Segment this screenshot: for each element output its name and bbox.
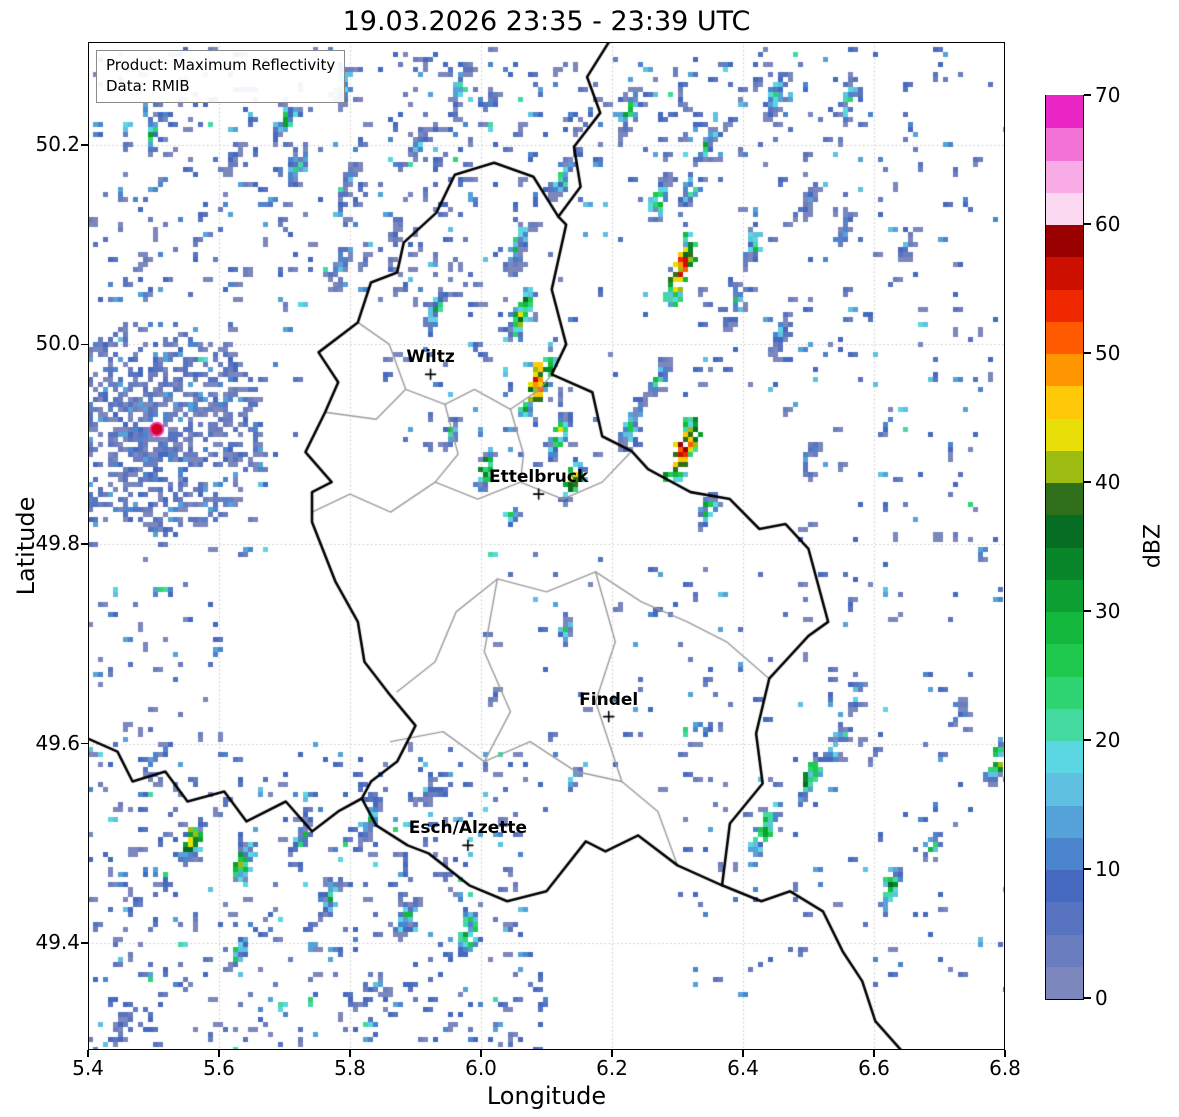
city-label-esch-alzette: Esch/Alzette bbox=[408, 818, 528, 839]
colorbar-segment bbox=[1046, 546, 1083, 580]
x-tick-label: 5.6 bbox=[203, 1056, 235, 1080]
y-tick-label: 50.0 bbox=[35, 331, 80, 356]
colorbar-segment bbox=[1046, 482, 1083, 516]
city-label-findel: Findel bbox=[579, 689, 639, 710]
product-info-box: Product: Maximum Reflectivity Data: RMIB bbox=[96, 50, 346, 103]
colorbar-segment bbox=[1046, 966, 1083, 999]
y-tick-mark bbox=[81, 543, 88, 545]
x-tick-label: 6.6 bbox=[858, 1056, 890, 1080]
x-tick-mark bbox=[480, 1050, 482, 1057]
colorbar-segment bbox=[1046, 708, 1083, 741]
colorbar-segment bbox=[1046, 321, 1083, 354]
colorbar-segment bbox=[1046, 675, 1083, 709]
colorbar-tick-label: 40 bbox=[1095, 470, 1121, 494]
x-tick-label: 6.8 bbox=[989, 1056, 1021, 1080]
plot-title: 19.03.2026 23:35 - 23:39 UTC bbox=[342, 6, 751, 37]
colorbar-tick-mark bbox=[1084, 223, 1091, 225]
colorbar-tick-mark bbox=[1084, 352, 1091, 354]
y-tick-label: 49.4 bbox=[35, 930, 80, 955]
colorbar-segment bbox=[1046, 643, 1083, 677]
colorbar-tick-mark bbox=[1084, 610, 1091, 612]
x-tick-mark bbox=[611, 1050, 613, 1057]
product-info-line: Product: Maximum Reflectivity bbox=[106, 56, 336, 74]
x-tick-mark bbox=[87, 1050, 89, 1057]
colorbar-segment bbox=[1046, 772, 1083, 806]
colorbar-tick-mark bbox=[1084, 997, 1091, 999]
colorbar-segment bbox=[1046, 514, 1083, 548]
x-tick-mark bbox=[349, 1050, 351, 1057]
colorbar-segment bbox=[1046, 740, 1083, 774]
map-plot-area: Product: Maximum Reflectivity Data: RMIB bbox=[88, 42, 1005, 1050]
colorbar-segment bbox=[1046, 385, 1083, 419]
colorbar bbox=[1045, 95, 1084, 1000]
x-tick-mark bbox=[218, 1050, 220, 1057]
x-tick-mark bbox=[1004, 1050, 1006, 1057]
colorbar-segment bbox=[1046, 192, 1083, 225]
y-tick-mark bbox=[81, 742, 88, 745]
colorbar-segment bbox=[1046, 95, 1083, 129]
colorbar-tick-label: 60 bbox=[1095, 212, 1121, 236]
colorbar-segment bbox=[1046, 288, 1083, 322]
y-tick-label: 49.8 bbox=[35, 531, 80, 555]
colorbar-tick-label: 10 bbox=[1095, 857, 1121, 881]
colorbar-tick-label: 50 bbox=[1095, 341, 1121, 365]
colorbar-segment bbox=[1046, 804, 1083, 838]
y-tick-mark bbox=[81, 942, 88, 944]
colorbar-segment bbox=[1046, 224, 1083, 258]
colorbar-segment bbox=[1046, 417, 1083, 451]
y-tick-label: 49.6 bbox=[35, 730, 80, 755]
data-source-line: Data: RMIB bbox=[106, 77, 190, 95]
colorbar-segment bbox=[1046, 579, 1083, 612]
colorbar-tick-mark bbox=[1084, 94, 1091, 96]
city-label-wiltz: Wiltz bbox=[406, 347, 455, 368]
city-label-ettelbruck: Ettelbruck bbox=[488, 467, 589, 488]
colorbar-tick-mark bbox=[1084, 481, 1091, 483]
x-tick-mark bbox=[742, 1050, 744, 1057]
colorbar-tick-label: 70 bbox=[1095, 83, 1121, 107]
colorbar-segment bbox=[1046, 837, 1083, 870]
x-tick-label: 6.4 bbox=[727, 1056, 759, 1080]
colorbar-segment bbox=[1046, 901, 1083, 935]
x-tick-label: 6.0 bbox=[465, 1056, 497, 1080]
x-tick-label: 5.8 bbox=[334, 1056, 366, 1080]
x-tick-mark bbox=[873, 1050, 875, 1057]
colorbar-segment bbox=[1046, 256, 1083, 290]
colorbar-segment bbox=[1046, 353, 1083, 387]
colorbar-tick-mark bbox=[1084, 739, 1091, 741]
y-tick-mark bbox=[81, 144, 88, 146]
colorbar-segment bbox=[1046, 933, 1083, 967]
x-tick-label: 6.2 bbox=[596, 1056, 628, 1080]
x-tick-label: 5.4 bbox=[72, 1056, 104, 1080]
y-tick-label: 50.2 bbox=[35, 131, 80, 156]
colorbar-tick-mark bbox=[1084, 868, 1091, 870]
colorbar-tick-label: 30 bbox=[1095, 599, 1121, 623]
radar-map-canvas bbox=[88, 42, 1005, 1050]
colorbar-tick-label: 0 bbox=[1095, 986, 1108, 1010]
colorbar-segment bbox=[1046, 611, 1083, 645]
colorbar-tick-label: 20 bbox=[1095, 728, 1121, 752]
colorbar-segment bbox=[1046, 869, 1083, 903]
colorbar-segment bbox=[1046, 159, 1083, 193]
colorbar-title: dBZ bbox=[1140, 523, 1166, 569]
x-axis-label: Longitude bbox=[486, 1082, 607, 1110]
colorbar-segment bbox=[1046, 127, 1083, 161]
y-tick-mark bbox=[81, 343, 88, 346]
colorbar-segment bbox=[1046, 450, 1083, 483]
